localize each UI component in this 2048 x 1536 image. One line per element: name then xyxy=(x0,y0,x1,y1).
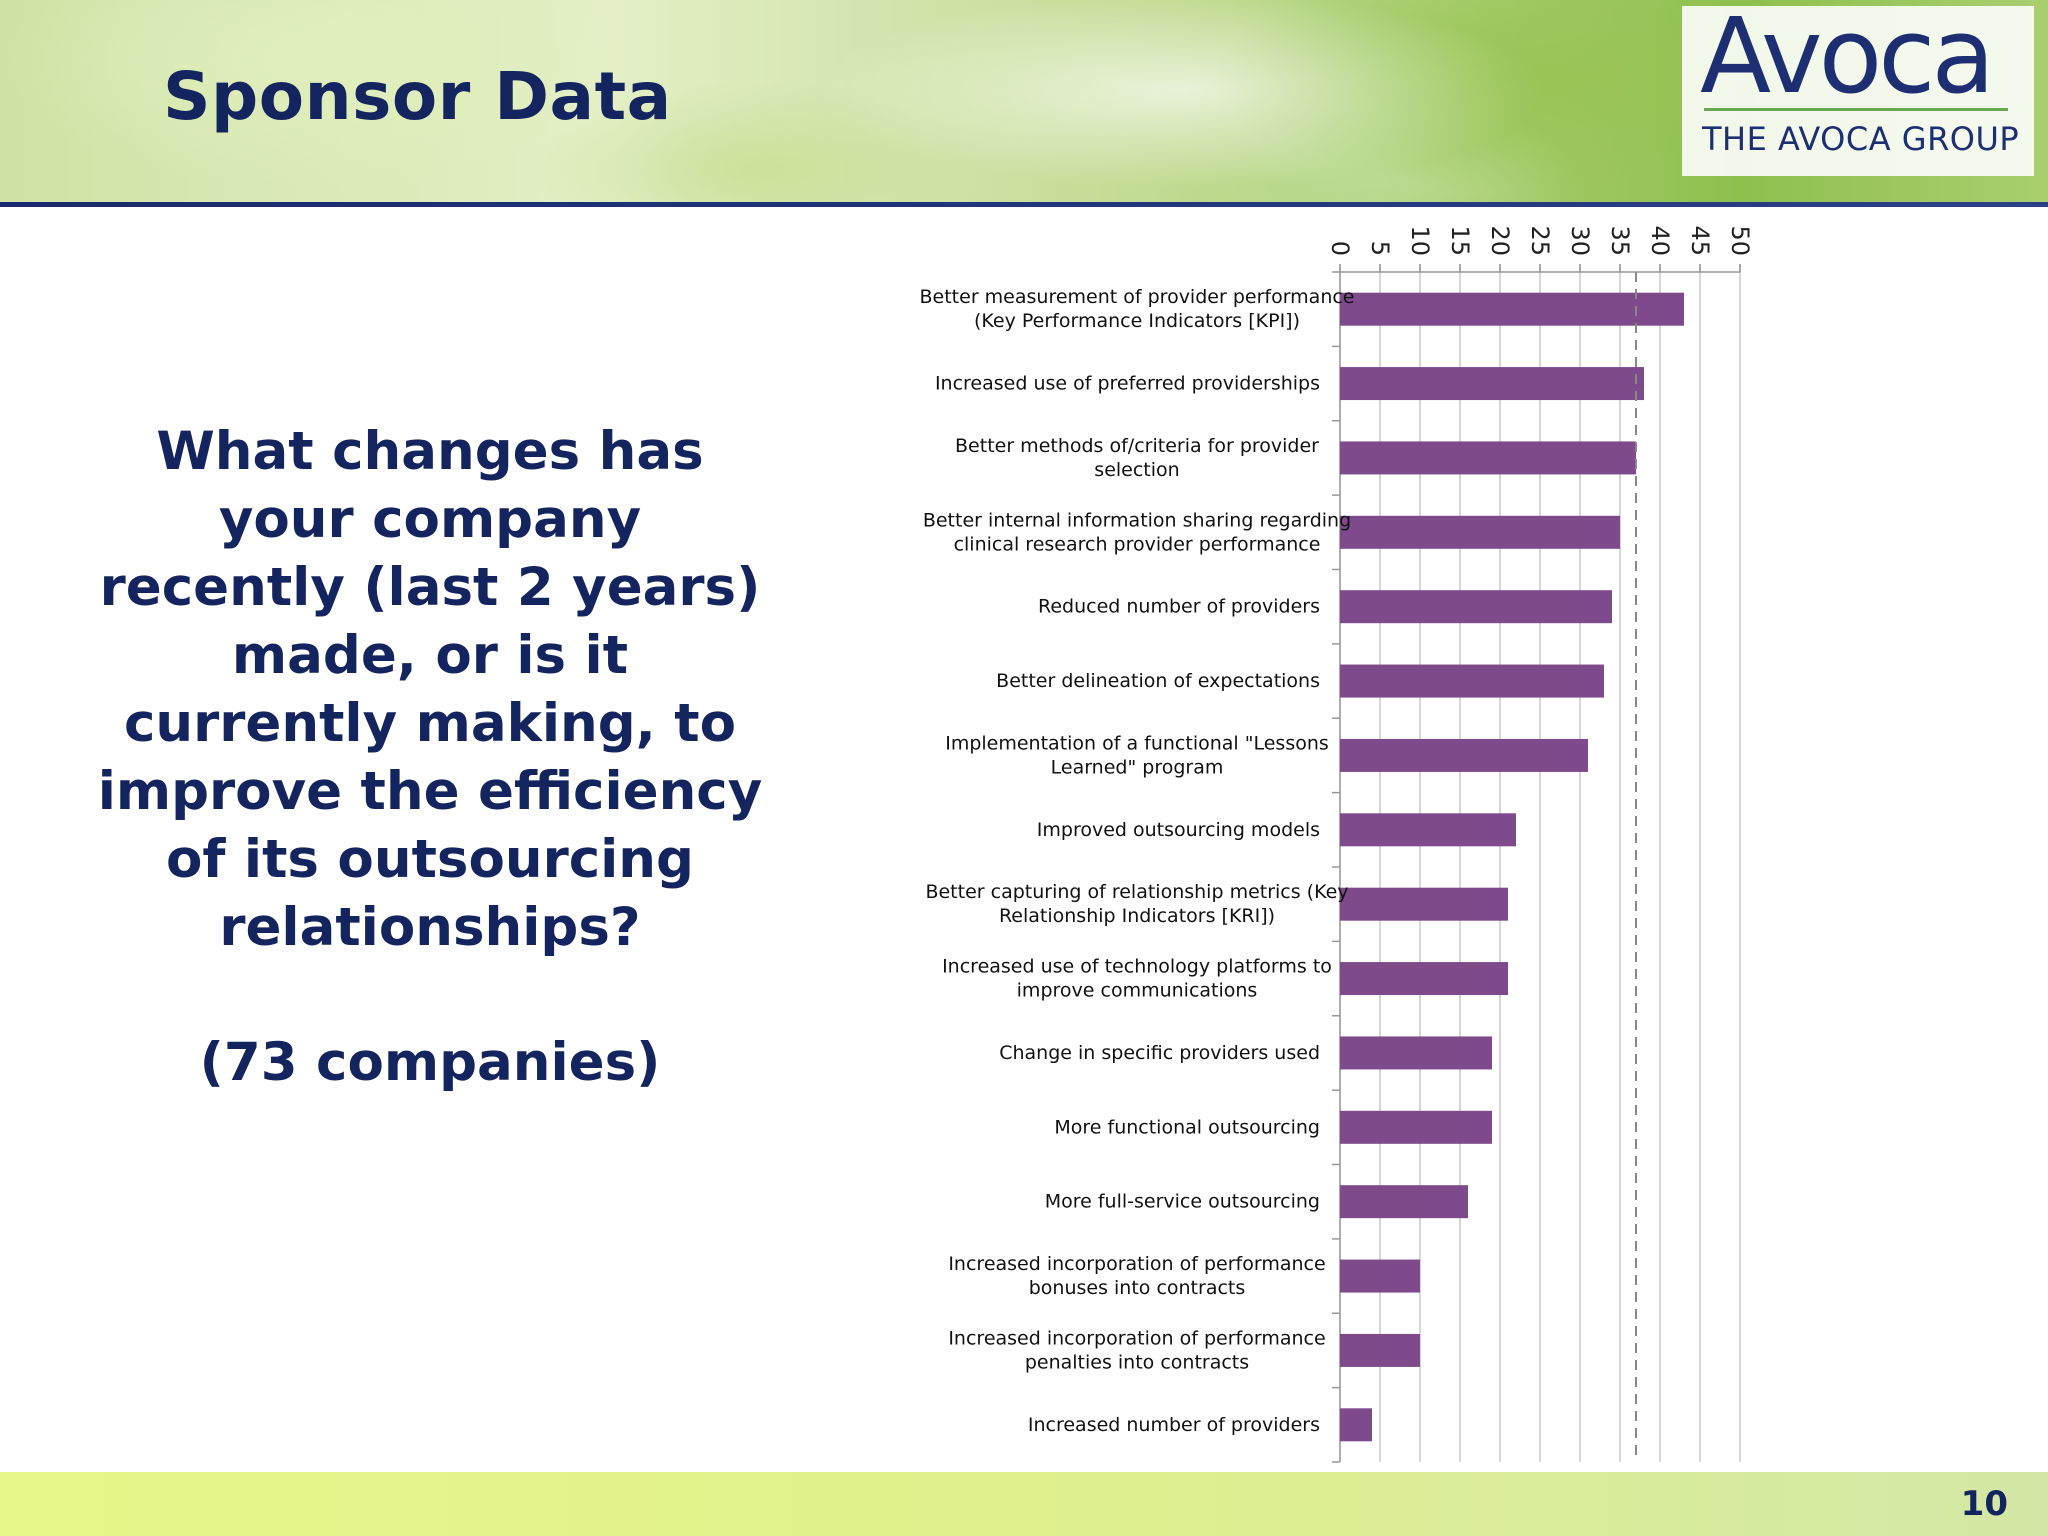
x-tick-label: 5 xyxy=(1366,241,1394,256)
bar xyxy=(1340,1110,1492,1144)
x-tick-label: 30 xyxy=(1566,225,1594,256)
category-label: Increased incorporation of performance xyxy=(948,1253,1325,1275)
category-label: selection xyxy=(1094,459,1179,481)
x-tick-label: 50 xyxy=(1726,225,1754,256)
category-label: Increased number of providers xyxy=(1028,1414,1320,1436)
respondent-count: (73 companies) xyxy=(199,1032,661,1093)
category-label: clinical research provider performance xyxy=(954,533,1321,555)
bar xyxy=(1340,738,1588,772)
logo-subtitle: THE AVOCA GROUP xyxy=(1702,120,2020,158)
bar xyxy=(1340,813,1516,847)
category-label: penalties into contracts xyxy=(1025,1351,1249,1373)
category-label: Better methods of/criteria for provider xyxy=(955,435,1319,457)
x-tick-label: 10 xyxy=(1406,225,1434,256)
logo-underline xyxy=(1704,108,2008,111)
bar xyxy=(1340,367,1644,401)
category-label: Better measurement of provider performan… xyxy=(920,286,1355,308)
x-tick-label: 20 xyxy=(1486,225,1514,256)
x-tick-label: 40 xyxy=(1646,225,1674,256)
bar xyxy=(1340,1185,1468,1219)
logo-panel xyxy=(1682,6,2034,176)
slide-title: Sponsor Data xyxy=(163,58,672,135)
category-label: bonuses into contracts xyxy=(1029,1277,1246,1299)
x-tick-label: 15 xyxy=(1446,225,1474,256)
header-divider xyxy=(0,202,2048,207)
bar xyxy=(1340,441,1636,475)
category-label: Better internal information sharing rega… xyxy=(923,509,1351,531)
bar xyxy=(1340,590,1612,624)
category-label: Change in specific providers used xyxy=(999,1042,1320,1064)
x-tick-label: 0 xyxy=(1326,241,1354,256)
category-label: Better delineation of expectations xyxy=(996,670,1320,692)
category-label: Increased incorporation of performance xyxy=(948,1327,1325,1349)
category-label: Increased use of technology platforms to xyxy=(942,956,1332,978)
x-tick-label: 45 xyxy=(1686,225,1714,256)
bar xyxy=(1340,1333,1420,1367)
survey-question: What changes has your company recently (… xyxy=(97,421,763,958)
bar xyxy=(1340,1408,1372,1442)
page-number: 10 xyxy=(1960,1484,2008,1524)
category-label: (Key Performance Indicators [KPI]) xyxy=(974,310,1300,332)
category-label: More functional outsourcing xyxy=(1054,1116,1320,1138)
category-label: Increased use of preferred providerships xyxy=(935,373,1320,395)
x-tick-label: 25 xyxy=(1526,225,1554,256)
footer-bar xyxy=(0,1472,2048,1536)
bar xyxy=(1340,515,1620,549)
category-label: improve communications xyxy=(1017,980,1258,1002)
bar xyxy=(1340,887,1508,921)
bar xyxy=(1340,962,1508,996)
category-label: Learned" program xyxy=(1051,756,1224,778)
x-tick-label: 35 xyxy=(1606,225,1634,256)
category-label: Implementation of a functional "Lessons xyxy=(945,732,1329,754)
bar xyxy=(1340,292,1684,326)
category-label: Better capturing of relationship metrics… xyxy=(925,881,1348,903)
bar xyxy=(1340,664,1604,698)
category-label: Improved outsourcing models xyxy=(1037,819,1320,841)
category-label: Reduced number of providers xyxy=(1038,596,1320,618)
category-label: More full-service outsourcing xyxy=(1045,1191,1320,1213)
company-logo: Avoca xyxy=(1700,0,1995,117)
bar xyxy=(1340,1259,1420,1293)
bar xyxy=(1340,1036,1492,1070)
category-label: Relationship Indicators [KRI]) xyxy=(999,905,1275,927)
